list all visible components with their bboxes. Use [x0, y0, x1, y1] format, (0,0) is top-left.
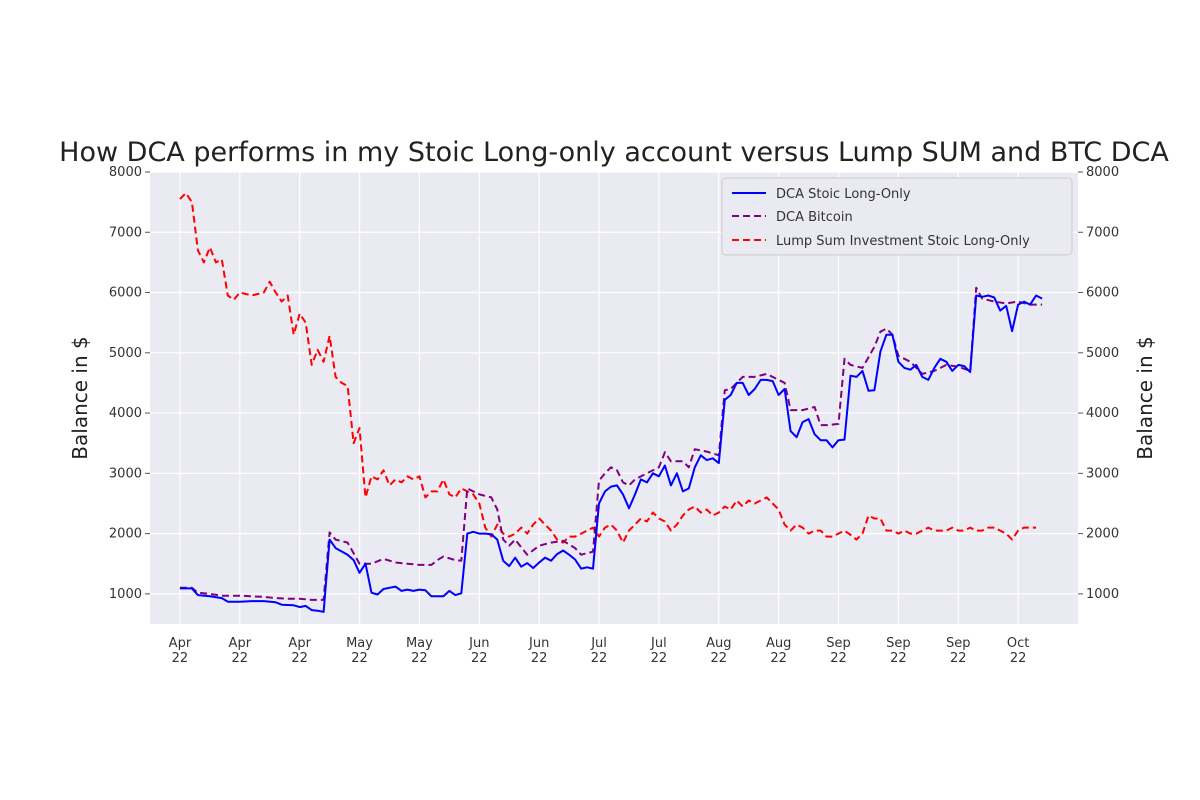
legend-label: DCA Stoic Long-Only: [776, 187, 911, 202]
x-tick-month: Jul: [590, 636, 607, 651]
x-tick-year: 22: [651, 651, 668, 666]
x-tick-year: 22: [411, 651, 428, 666]
x-tick-year: 22: [830, 651, 847, 666]
x-tick-year: 22: [950, 651, 967, 666]
x-tick-month: Jun: [468, 636, 489, 651]
x-axis: Apr22Apr22Apr22May22May22Jun22Jun22Jul22…: [169, 636, 1030, 666]
legend-entry: DCA Bitcoin: [732, 210, 853, 225]
x-tick-month: Apr: [169, 636, 192, 651]
y-tick-label-right: 1000: [1086, 587, 1119, 602]
x-tick-year: 22: [351, 651, 368, 666]
y-tick-label: 7000: [109, 225, 142, 240]
legend: DCA Stoic Long-Only DCA Bitcoin Lump Sum…: [721, 177, 1073, 256]
series-line-2: [179, 286, 1043, 601]
x-tick-year: 22: [471, 651, 488, 666]
y-tick-label-right: 6000: [1086, 286, 1119, 301]
y-tick-label-right: 5000: [1086, 346, 1119, 361]
y-tick-label: 3000: [109, 466, 142, 481]
y-tick-label: 5000: [109, 346, 142, 361]
y-tick-label: 4000: [109, 406, 142, 421]
y-tick-label-right: 7000: [1086, 225, 1119, 240]
series-line-3: [179, 192, 1037, 544]
series-lines: [179, 192, 1043, 613]
y-tick-label: 8000: [109, 165, 142, 180]
y-axis-label-right: Balance in $: [1133, 336, 1157, 459]
x-tick-month: Jun: [528, 636, 549, 651]
x-tick-month: Aug: [766, 636, 791, 651]
x-tick-month: Sep: [946, 636, 971, 651]
y-axis-right: 1000 2000 3000 4000 5000 6000 7000 8000: [1078, 165, 1119, 602]
y-axis-left: 1000 2000 3000 4000 5000 6000 7000 8000: [109, 165, 150, 602]
x-tick-month: May: [406, 636, 433, 651]
legend-label: Lump Sum Investment Stoic Long-Only: [776, 234, 1030, 249]
x-tick-year: 22: [770, 651, 787, 666]
y-tick-label: 2000: [109, 527, 142, 542]
x-tick-year: 22: [291, 651, 308, 666]
x-tick-month: Jul: [650, 636, 667, 651]
legend-entry: DCA Stoic Long-Only: [732, 187, 911, 202]
y-tick-label: 6000: [109, 286, 142, 301]
y-tick-label-right: 4000: [1086, 406, 1119, 421]
grid-lines: [150, 171, 1078, 624]
chart-title: How DCA performs in my Stoic Long-only a…: [59, 137, 1169, 168]
y-tick-label-right: 3000: [1086, 466, 1119, 481]
legend-box: [721, 177, 1073, 256]
legend-entry: Lump Sum Investment Stoic Long-Only: [732, 234, 1030, 249]
x-tick-year: 22: [1010, 651, 1027, 666]
x-tick-month: Aug: [706, 636, 731, 651]
y-tick-label: 1000: [109, 587, 142, 602]
x-tick-year: 22: [531, 651, 548, 666]
x-tick-month: Apr: [288, 636, 311, 651]
series-line-1: [179, 294, 1043, 613]
x-tick-month: Apr: [229, 636, 252, 651]
x-tick-year: 22: [232, 651, 249, 666]
x-tick-month: Oct: [1007, 636, 1029, 651]
x-tick-year: 22: [591, 651, 608, 666]
x-tick-year: 22: [172, 651, 189, 666]
x-tick-year: 22: [890, 651, 907, 666]
legend-label: DCA Bitcoin: [776, 210, 853, 225]
y-tick-label-right: 2000: [1086, 527, 1119, 542]
x-tick-month: Sep: [826, 636, 851, 651]
x-tick-month: Sep: [886, 636, 911, 651]
y-tick-label-right: 8000: [1086, 165, 1119, 180]
x-tick-year: 22: [711, 651, 728, 666]
y-axis-label-left: Balance in $: [68, 336, 92, 459]
x-tick-month: May: [346, 636, 373, 651]
